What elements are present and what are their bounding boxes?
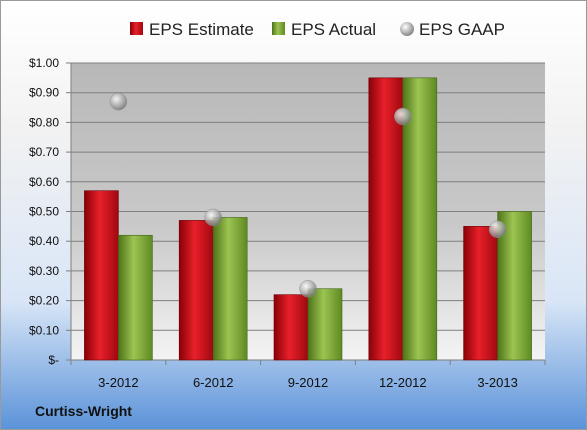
y-tick-label: $- xyxy=(48,353,59,367)
eps-gaap-point xyxy=(488,220,507,239)
eps-estimate-bar xyxy=(178,220,214,361)
y-tick-label: $1.00 xyxy=(29,56,59,70)
eps-gaap-point xyxy=(394,107,412,126)
y-tick-label: $0.50 xyxy=(29,205,59,219)
x-tick-label: 12-2012 xyxy=(379,375,427,390)
y-tick-label: $0.40 xyxy=(29,234,59,248)
eps-actual-bar xyxy=(497,211,532,361)
y-tick-label: $0.10 xyxy=(29,323,59,337)
eps-actual-bar xyxy=(118,234,153,361)
company-label: Curtiss-Wright xyxy=(35,403,132,419)
y-tick-label: $0.90 xyxy=(29,86,59,100)
y-tick-label: $0.20 xyxy=(29,294,59,308)
x-tick-label: 9-2012 xyxy=(288,375,328,390)
legend-swatch-eps-gaap xyxy=(400,22,414,36)
eps-gaap-point xyxy=(204,208,222,227)
eps-actual-bar xyxy=(402,77,438,361)
eps-actual-bar xyxy=(307,288,343,361)
x-tick-label: 6-2012 xyxy=(193,375,233,390)
y-axis: $- $0.10 $0.20 $0.30 $0.40 $0.50 $0.60 $0.70 $0.… xyxy=(29,56,72,367)
legend-item-eps-estimate: EPS Estimate xyxy=(130,20,254,39)
legend-item-eps-actual: EPS Actual xyxy=(272,20,376,39)
x-tick-label: 3-2013 xyxy=(477,375,517,390)
y-tick-label: $0.70 xyxy=(29,145,59,159)
eps-estimate-bar xyxy=(463,226,498,361)
eps-gaap-point xyxy=(299,279,317,298)
legend-item-eps-gaap: EPS GAAP xyxy=(400,20,505,39)
bars xyxy=(84,77,532,361)
legend-label-eps-actual: EPS Actual xyxy=(291,20,376,39)
legend-swatch-eps-estimate xyxy=(130,22,143,35)
x-axis: 3-2012 6-2012 9-2012 12-2012 3-2013 xyxy=(70,359,546,390)
eps-actual-bar xyxy=(212,217,248,361)
legend-label-eps-estimate: EPS Estimate xyxy=(149,20,254,39)
legend-label-eps-gaap: EPS GAAP xyxy=(419,20,505,39)
eps-estimate-bar xyxy=(368,77,404,361)
eps-gaap-point xyxy=(109,92,128,111)
legend-swatch-eps-actual xyxy=(272,22,285,35)
eps-estimate-bar xyxy=(273,294,309,361)
y-tick-label: $0.80 xyxy=(29,115,59,129)
legend: EPS Estimate EPS Actual EPS GAAP xyxy=(130,20,505,39)
gaap-points xyxy=(109,92,507,298)
x-tick-label: 3-2012 xyxy=(98,375,138,390)
y-tick-label: $0.30 xyxy=(29,264,59,278)
eps-estimate-bar xyxy=(84,190,119,361)
y-tick-label: $0.60 xyxy=(29,175,59,189)
